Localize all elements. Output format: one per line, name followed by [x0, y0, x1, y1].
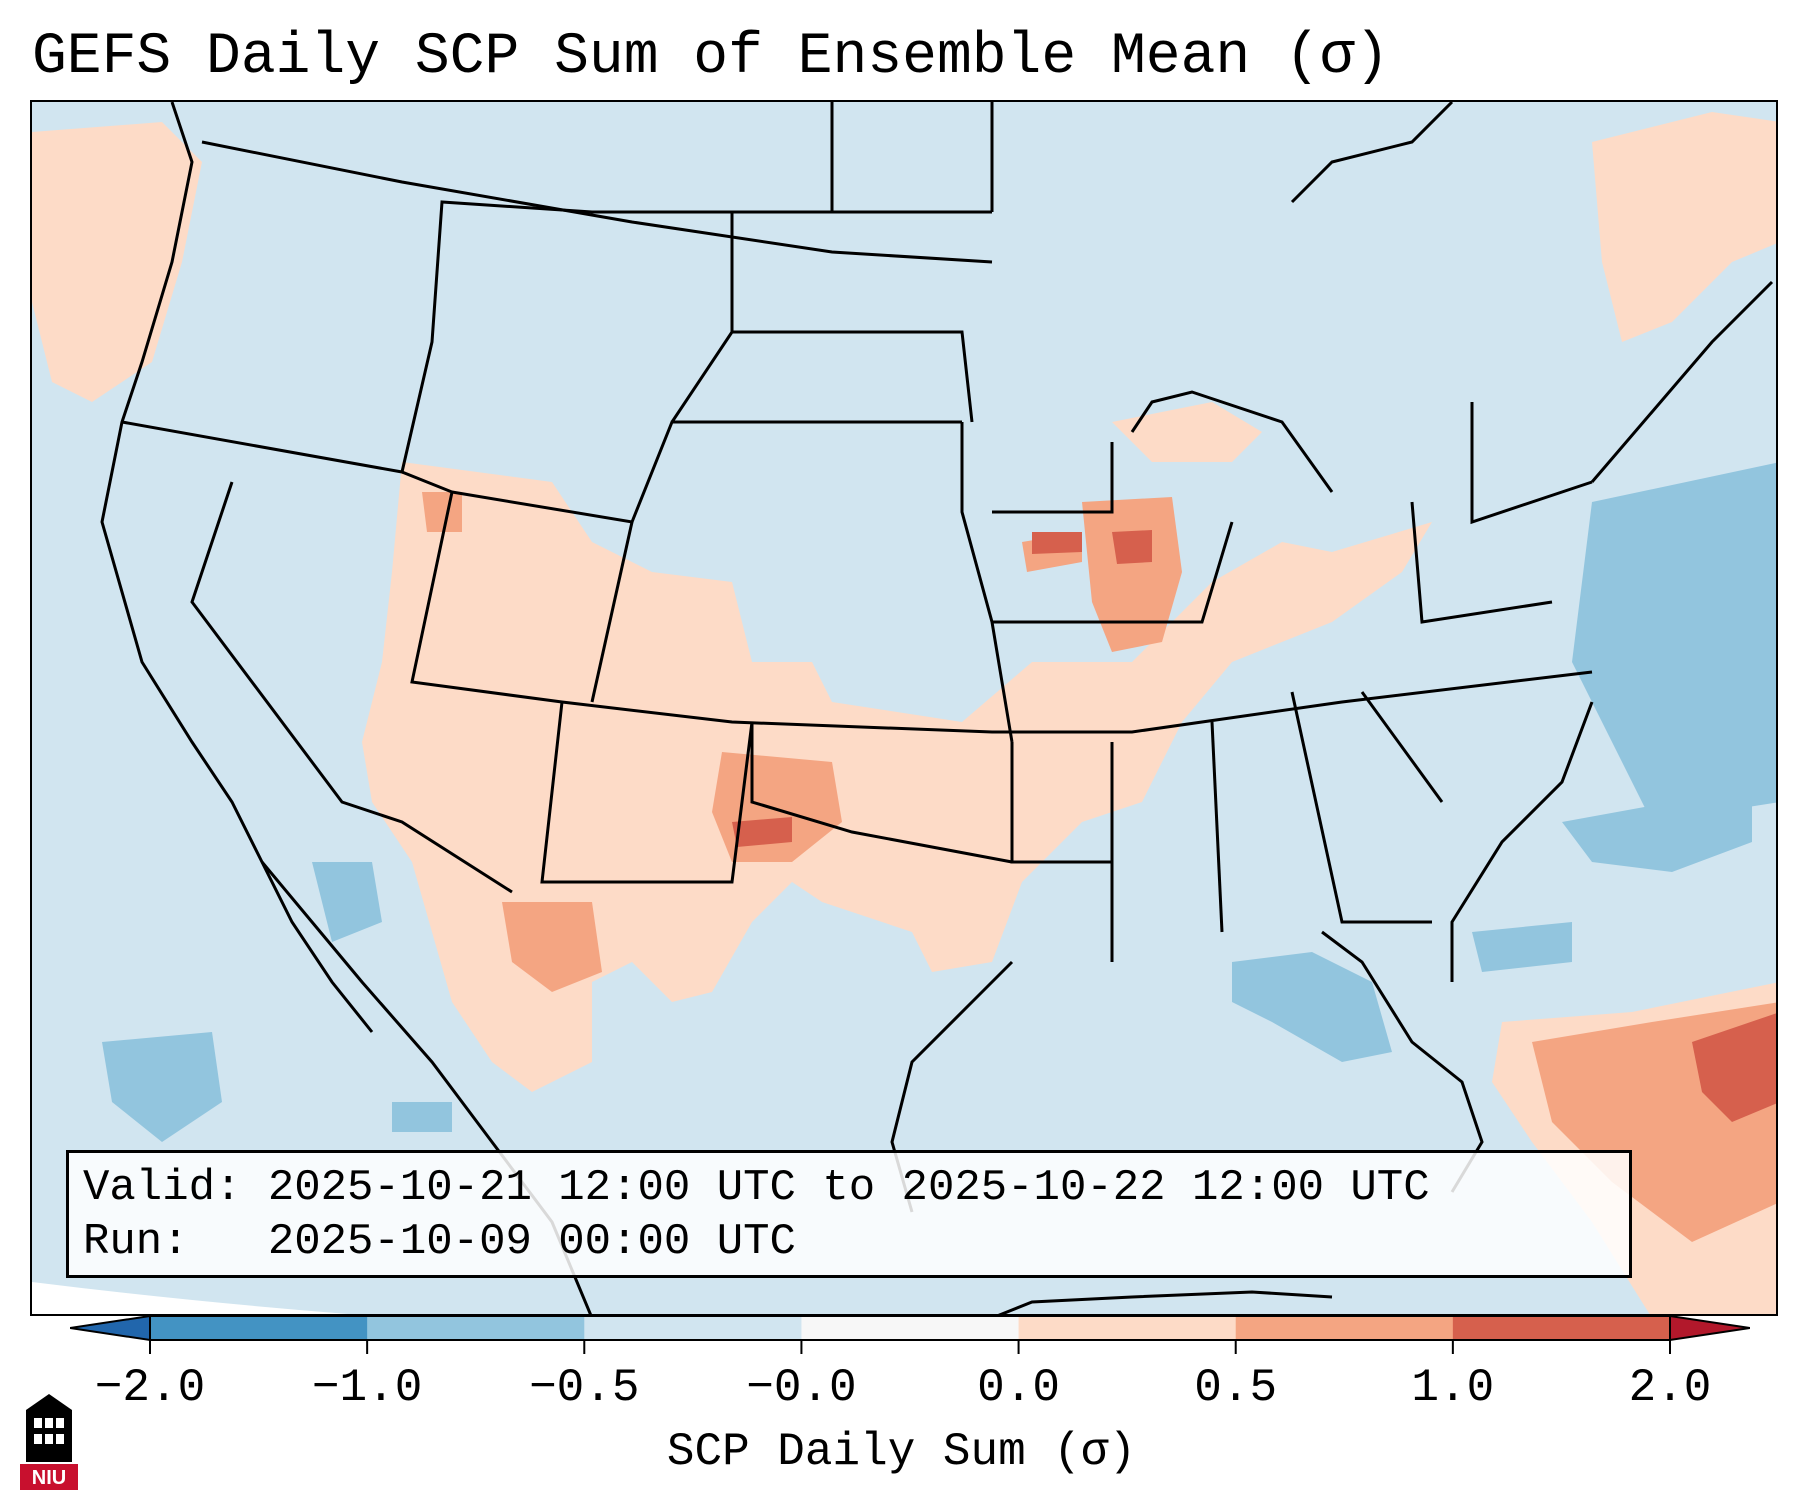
colorbar-tick-label: 0.0	[977, 1362, 1060, 1414]
colorbar-label: SCP Daily Sum (σ)	[666, 1426, 1137, 1478]
colorbar-tick-label: 2.0	[1628, 1362, 1712, 1414]
colorbar-tick-label: −0.5	[529, 1362, 640, 1414]
anomaly-negative	[102, 462, 1776, 1142]
colorbar-segment	[1235, 1316, 1454, 1340]
colorbar-outline	[149, 1316, 1671, 1341]
colorbar-segment	[584, 1316, 802, 1340]
colorbar-extend-high	[1669, 1316, 1750, 1342]
run-time-line: Run: 2025-10-09 00:00 UTC	[83, 1217, 796, 1267]
colorbar-segment	[150, 1316, 368, 1340]
chart-title: GEFS Daily SCP Sum of Ensemble Mean (σ)	[32, 25, 1390, 90]
map-canvas	[32, 102, 1776, 1314]
colorbar-segment	[1452, 1316, 1671, 1340]
colorbar-extend-low	[70, 1316, 151, 1342]
colorbar-tick-label: −0.0	[746, 1362, 857, 1414]
anomaly-positive-light	[32, 112, 1776, 1314]
niu-logo: NIU	[20, 1394, 78, 1490]
political-boundaries	[100, 102, 1593, 1033]
anomaly-positive-strong	[732, 530, 1776, 1122]
colorbar-tick-label: −2.0	[94, 1362, 206, 1414]
logo-text: NIU	[32, 1467, 66, 1489]
colorbar-ticks	[149, 1340, 1671, 1354]
colorbar	[70, 1316, 1750, 1354]
colorbar-tick-label: 1.0	[1411, 1362, 1495, 1414]
colorbar-tick-label: 0.5	[1194, 1362, 1278, 1414]
colorbar-segment	[1018, 1316, 1237, 1340]
colorbar-segment	[801, 1316, 1020, 1340]
colorbar-segments	[70, 1316, 1750, 1342]
projection-edge	[32, 1282, 348, 1314]
valid-time-line: Valid: 2025-10-21 12:00 UTC to 2025-10-2…	[83, 1163, 1430, 1213]
colorbar-tick-label: −1.0	[311, 1362, 423, 1414]
map-panel	[30, 100, 1778, 1316]
validity-info-box: Valid: 2025-10-21 12:00 UTC to 2025-10-2…	[66, 1150, 1632, 1278]
colorbar-segment	[367, 1316, 585, 1340]
